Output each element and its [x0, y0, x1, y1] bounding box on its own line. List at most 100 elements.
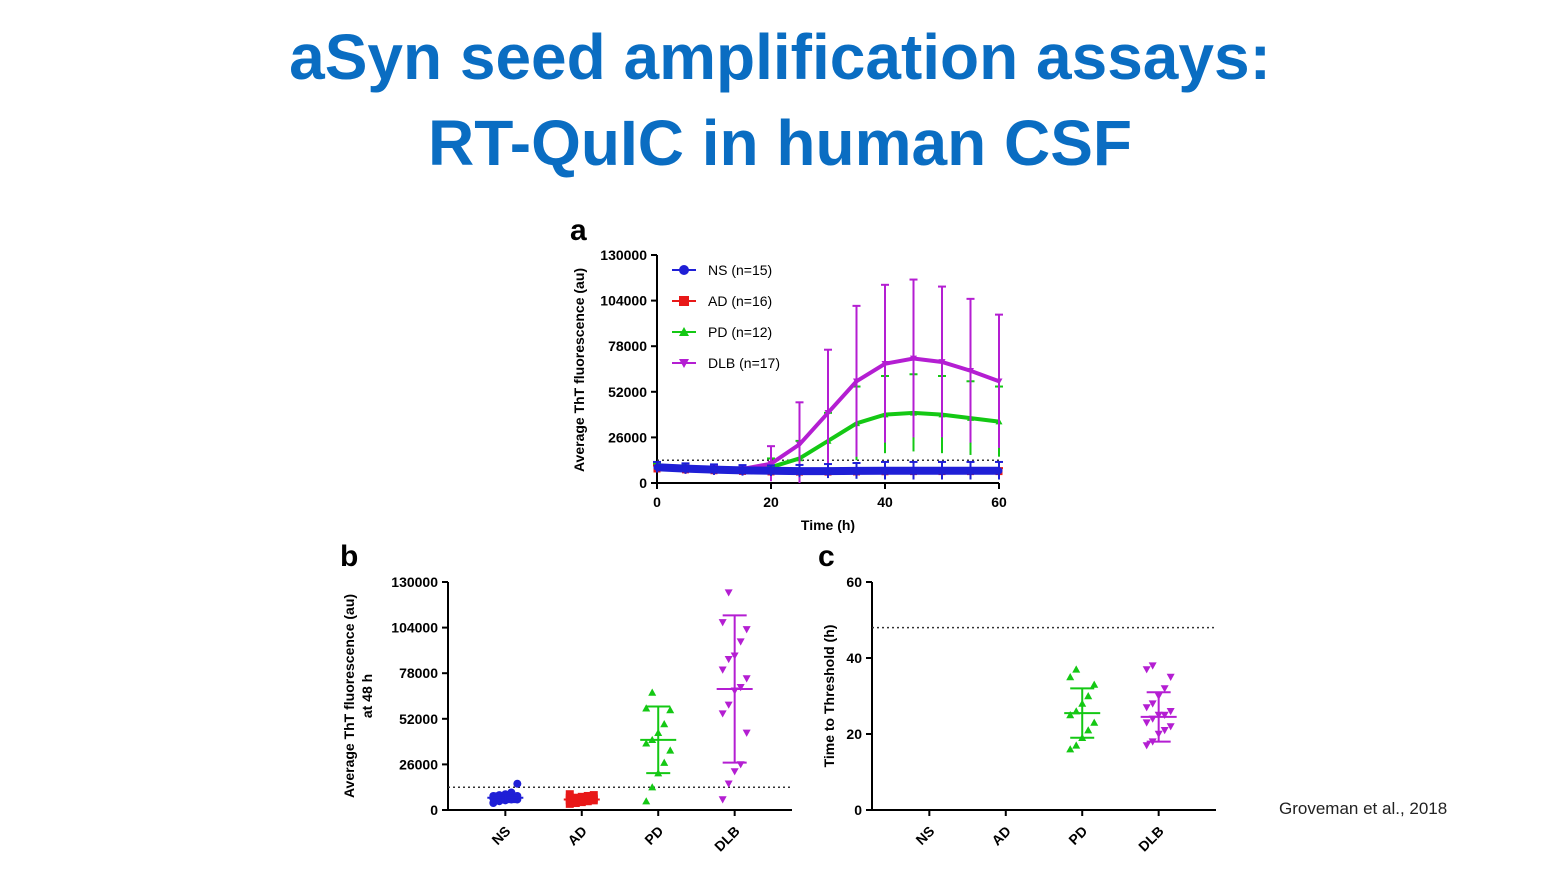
panel-b-ytick-label: 52000: [399, 711, 438, 727]
panel-b-point-DLB: [742, 675, 751, 683]
panel-b-point-PD: [648, 688, 657, 696]
panel-c-plot: 0 20 40 60 NS AD PD DLB: [846, 574, 1216, 854]
panel-b-point-DLB: [724, 780, 733, 788]
panel-c-point-DLB: [1148, 662, 1157, 670]
panel-b-point-DLB: [718, 796, 727, 804]
panel-b-xtick-label-DLB: DLB: [711, 823, 743, 855]
panel-c-point-DLB: [1142, 666, 1151, 674]
panel-b-ytick-label: 26000: [399, 756, 438, 772]
panel-a-ytick-label: 26000: [608, 429, 647, 445]
panel-c-ylabel: Time to Threshold (h): [821, 625, 837, 768]
panel-c-point-DLB: [1166, 723, 1175, 731]
panel-b-xtick-label-PD: PD: [641, 823, 666, 848]
panel-a: a 0 26000 52000 78000 104000 130000 0 20 40 60 NS …: [570, 214, 1007, 533]
legend-label-DLB: DLB (n=17): [708, 355, 780, 371]
panel-b-ylabel-line2: at 48 h: [359, 674, 375, 718]
panel-a-point-DLB: [995, 378, 1003, 385]
panel-b-point-DLB: [718, 666, 727, 674]
panel-c-point-PD: [1090, 718, 1099, 726]
panel-c-point-DLB: [1160, 685, 1169, 693]
panel-a-ytick-label: 78000: [608, 338, 647, 354]
panel-a-point-DLB: [796, 441, 803, 448]
panel-b-letter: b: [340, 540, 358, 573]
panel-c-point-PD: [1072, 665, 1081, 673]
panel-a-point-DLB: [767, 460, 775, 468]
panel-b-point-PD: [660, 758, 669, 766]
panel-b-point-PD: [642, 739, 651, 747]
panel-c-point-DLB: [1148, 700, 1157, 708]
panel-c-ytick-label: 20: [846, 726, 862, 742]
panel-b-point-PD: [642, 797, 651, 805]
panel-b-ytick-label: 104000: [391, 620, 438, 636]
panel-b-point-DLB: [724, 655, 733, 664]
panel-c-xtick-label-PD: PD: [1065, 823, 1090, 848]
panel-a-point-NS: [739, 466, 746, 474]
legend-label-NS: NS (n=15): [708, 262, 772, 278]
panel-b-ytick-label: 0: [430, 802, 438, 818]
panel-b-point-AD: [565, 790, 574, 799]
panel-a-point-NS: [767, 467, 775, 475]
panel-c-xtick-label-DLB: DLB: [1135, 823, 1167, 855]
panel-a-point-NS: [910, 467, 917, 475]
panel-c-point-DLB: [1160, 711, 1169, 719]
panel-c-ytick-label: 0: [854, 802, 862, 818]
panel-a-point-NS: [710, 466, 718, 474]
panel-c-point-DLB: [1142, 742, 1151, 750]
panel-b-plot: 0 26000 52000 78000 104000 130000 NS AD PD DLB: [391, 574, 792, 854]
panel-a-xtick-label: 40: [877, 494, 893, 510]
panel-b-ytick-label: 78000: [399, 665, 438, 681]
panel-c-point-PD: [1072, 741, 1081, 749]
panel-a-point-DLB: [967, 367, 974, 375]
panel-b-point-DLB: [736, 638, 745, 646]
legend-label-AD: AD (n=16): [708, 293, 772, 309]
panel-a-xtick-label: 20: [763, 494, 779, 510]
panel-a-point-NS: [995, 467, 1003, 475]
panel-b-point-DLB: [730, 768, 739, 776]
panel-a-point-DLB: [853, 378, 860, 385]
panel-b-point-DLB: [736, 684, 745, 692]
panel-b-ytick-label: 130000: [391, 574, 438, 590]
slide-title-line1: aSyn seed amplification assays:: [289, 21, 1271, 93]
legend-marker-DLB: [679, 359, 689, 368]
panel-c-letter: c: [818, 540, 835, 573]
panel-c-point-PD: [1090, 680, 1099, 688]
panel-b-point-PD: [642, 704, 651, 712]
panel-b-point-AD: [571, 793, 580, 802]
panel-c-xtick-label-NS: NS: [912, 823, 937, 848]
panel-c-point-DLB: [1142, 704, 1151, 712]
legend-label-PD: PD (n=12): [708, 324, 772, 340]
panel-b-point-DLB: [742, 626, 751, 634]
panel-a-point-NS: [967, 467, 974, 475]
panel-a-ytick-label: 52000: [608, 384, 647, 400]
panel-a-point-NS: [653, 463, 661, 471]
panel-a-point-NS: [938, 467, 946, 475]
panel-b-point-PD: [660, 720, 669, 728]
panel-c-point-PD: [1066, 673, 1075, 681]
legend-marker-AD: [679, 296, 689, 306]
panel-b-xtick-label-NS: NS: [488, 823, 513, 848]
panel-a-point-NS: [853, 467, 860, 475]
panel-c-ytick-label: 40: [846, 650, 862, 666]
panel-c-point-DLB: [1166, 708, 1175, 716]
panel-a-point-DLB: [881, 360, 889, 368]
legend-marker-PD: [679, 327, 689, 336]
panel-a-xlabel: Time (h): [801, 517, 855, 533]
panel-b-xtick-label-AD: AD: [564, 823, 590, 849]
panel-c-point-PD: [1084, 692, 1093, 700]
panel-a-ylabel: Average ThT fluorescence (au): [571, 268, 587, 472]
panel-b-point-PD: [666, 746, 675, 754]
panel-a-xtick-label: 60: [991, 494, 1007, 510]
panel-a-ytick-label: 0: [639, 475, 647, 491]
panel-c-ytick-label: 60: [846, 574, 862, 590]
panel-b-point-DLB: [724, 589, 733, 597]
panel-a-point-DLB: [910, 355, 917, 362]
panel-a-xtick-label: 0: [653, 494, 661, 510]
panel-a-letter: a: [570, 214, 587, 247]
panel-b-point-DLB: [724, 701, 733, 709]
panel-c-point-PD: [1084, 726, 1093, 734]
panel-a-point-NS: [682, 465, 689, 473]
panel-a-point-NS: [824, 467, 832, 475]
panel-c-point-PD: [1066, 745, 1075, 753]
